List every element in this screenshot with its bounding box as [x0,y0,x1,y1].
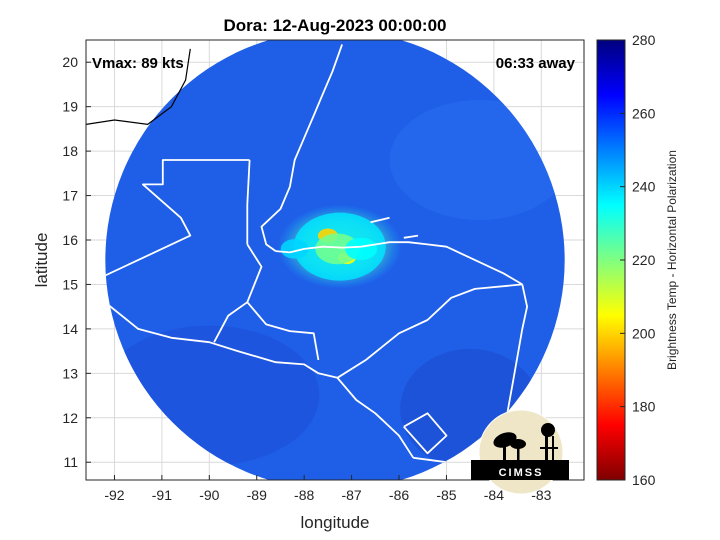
border-line [105,301,415,459]
time-away-annotation: 06:33 away [496,55,576,72]
y-axis-ticks: 11 12 13 14 15 16 17 18 19 20 [62,54,91,470]
y-tick-label: 16 [62,232,78,248]
colorbar: 160 180 200 220 240 260 280 Brightness Temp - … [596,32,679,488]
y-tick-label: 15 [62,276,78,292]
storm-feature [345,237,378,261]
y-axis-label: latitude [32,233,51,288]
y-tick-label: 12 [62,410,78,426]
axes-frame [85,39,585,481]
storm-feature [315,233,360,265]
border-line [105,159,250,303]
border-line [246,301,320,361]
border-line [260,44,343,252]
x-axis-ticks: -92 -91 -90 -89 -88 -87 -86 -85 -84 -83 [104,475,552,503]
cimss-logo: CIMSS [471,409,569,495]
y-tick-label: 19 [62,99,78,115]
cimss-logo-text: CIMSS [499,467,544,479]
y-tick-label: 17 [62,188,78,204]
x-tick-label: -84 [484,487,504,503]
border-line [275,241,523,286]
colorbar-tick-label: 240 [632,179,656,195]
colorbar-tick-label: 280 [632,32,656,48]
x-tick-label: -89 [247,487,267,503]
x-tick-label: -92 [104,487,124,503]
colorbar-tick-label: 260 [632,105,656,121]
colorbar-ticks: 160 180 200 220 240 260 280 [620,32,656,488]
swath-layer [86,40,565,480]
island-line [370,216,390,224]
coastline-borders [105,44,528,466]
storm-feature [280,239,309,259]
y-tick-label: 18 [62,143,78,159]
colorbar-tick-label: 180 [632,399,656,415]
coastline-outside-line [86,48,191,126]
y-tick-label: 14 [62,321,78,337]
x-tick-label: -91 [152,487,172,503]
colorbar-tick-label: 160 [632,472,656,488]
y-tick-label: 13 [62,365,78,381]
x-tick-label: -88 [294,487,314,503]
x-tick-label: -85 [436,487,456,503]
colorbar-tick-label: 200 [632,325,656,341]
colorbar-label: Brightness Temp - Horizontal Polarizatio… [665,150,679,370]
chart-title: Dora: 12-Aug-2023 00:00:00 [224,16,447,35]
border-line [336,283,523,379]
x-tick-label: -90 [199,487,219,503]
vmax-annotation: Vmax: 89 kts [92,55,184,72]
x-tick-label: -87 [341,487,361,503]
colorbar-tick-label: 220 [632,252,656,268]
border-line [403,412,448,455]
border-line [246,159,251,245]
x-tick-label: -86 [389,487,409,503]
y-tick-label: 20 [62,54,78,70]
coastline-outside [86,48,191,126]
island-line [403,234,419,239]
x-axis-label: longitude [300,513,369,532]
storm-core [277,204,402,289]
y-tick-label: 11 [63,454,78,470]
